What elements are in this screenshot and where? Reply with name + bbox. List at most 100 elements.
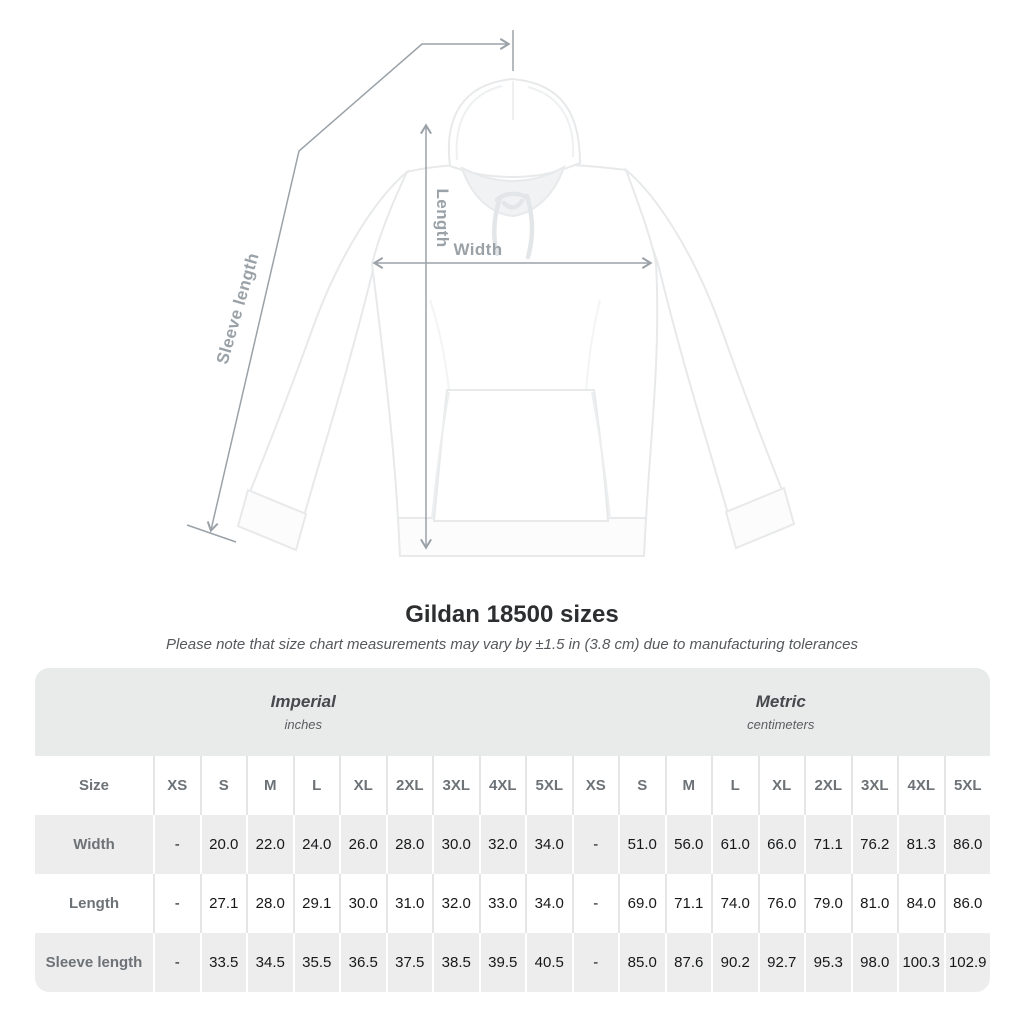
width-metric-s: 51.0 <box>618 815 665 874</box>
length-metric-s: 69.0 <box>618 874 665 933</box>
col-header-metric-l: L <box>711 756 758 815</box>
length-metric-xs: - <box>571 874 618 933</box>
width-imperial-l: 24.0 <box>292 815 339 874</box>
col-header-metric-5xl: 5XL <box>943 756 990 815</box>
col-header-imperial-5xl: 5XL <box>525 756 572 815</box>
width-metric-xl: 66.0 <box>757 815 804 874</box>
width-metric-5xl: 86.0 <box>943 815 990 874</box>
row-label-length: Length <box>35 874 153 933</box>
sleeve-bottom-tick <box>186 524 237 543</box>
page-subtitle: Please note that size chart measurements… <box>166 636 858 653</box>
metric-band-title: Metric <box>755 692 806 711</box>
col-header-metric-xl: XL <box>757 756 804 815</box>
sleeve-metric-5xl: 102.9 <box>943 933 990 992</box>
col-header-imperial-l: L <box>292 756 339 815</box>
title-block: Gildan 18500 sizes Please note that size… <box>0 601 1024 653</box>
width-imperial-xl: 26.0 <box>339 815 386 874</box>
width-imperial-5xl: 34.0 <box>525 815 572 874</box>
width-metric-xs: - <box>571 815 618 874</box>
col-header-imperial-m: M <box>246 756 293 815</box>
sleeve-metric-l: 90.2 <box>711 933 758 992</box>
width-imperial-4xl: 32.0 <box>478 815 525 874</box>
sleeve-metric-4xl: 100.3 <box>897 933 944 992</box>
sleeve-metric-s: 85.0 <box>618 933 665 992</box>
length-imperial-s: 27.1 <box>199 874 246 933</box>
col-header-imperial-s: S <box>199 756 246 815</box>
sleeve-imperial-xs: - <box>153 933 200 992</box>
col-header-imperial-xl: XL <box>339 756 386 815</box>
hoodie-hood <box>448 77 582 179</box>
col-header-metric-3xl: 3XL <box>850 756 897 815</box>
length-label: Length <box>433 188 452 247</box>
length-metric-l: 74.0 <box>711 874 758 933</box>
row-label-sleeve-length: Sleeve length <box>35 933 153 992</box>
width-label: Width <box>453 240 502 259</box>
width-metric-3xl: 76.2 <box>850 815 897 874</box>
length-imperial-3xl: 32.0 <box>432 874 479 933</box>
length-metric-5xl: 86.0 <box>943 874 990 933</box>
sleeve-imperial-s: 33.5 <box>199 933 246 992</box>
width-metric-m: 56.0 <box>664 815 711 874</box>
length-imperial-xl: 30.0 <box>339 874 386 933</box>
width-metric-l: 61.0 <box>711 815 758 874</box>
col-header-metric-s: S <box>618 756 665 815</box>
length-metric-xl: 76.0 <box>757 874 804 933</box>
length-metric-2xl: 79.0 <box>804 874 851 933</box>
length-imperial-4xl: 33.0 <box>478 874 525 933</box>
width-metric-2xl: 71.1 <box>804 815 851 874</box>
width-imperial-s: 20.0 <box>199 815 246 874</box>
length-metric-3xl: 81.0 <box>850 874 897 933</box>
imperial-band-unit: inches <box>284 717 323 732</box>
length-imperial-l: 29.1 <box>292 874 339 933</box>
sleeve-metric-xl: 92.7 <box>757 933 804 992</box>
row-label-width: Width <box>35 815 153 874</box>
hoodie-right-cuff <box>724 486 796 550</box>
length-imperial-xs: - <box>153 874 200 933</box>
hoodie-pocket-opening-right <box>591 391 611 520</box>
hoodie-illustration <box>236 77 796 557</box>
col-header-metric-m: M <box>664 756 711 815</box>
col-header-imperial-3xl: 3XL <box>432 756 479 815</box>
length-metric-4xl: 84.0 <box>897 874 944 933</box>
length-imperial-2xl: 31.0 <box>385 874 432 933</box>
sleeve-imperial-5xl: 40.5 <box>525 933 572 992</box>
width-imperial-m: 22.0 <box>246 815 293 874</box>
length-metric-m: 71.1 <box>664 874 711 933</box>
drawstring-right <box>524 193 535 260</box>
col-header-metric-4xl: 4XL <box>897 756 944 815</box>
hoodie-hem-band <box>396 517 648 557</box>
sleeve-metric-3xl: 98.0 <box>850 933 897 992</box>
sleeve-imperial-m: 34.5 <box>246 933 293 992</box>
width-imperial-2xl: 28.0 <box>385 815 432 874</box>
hoodie-right-sleeve <box>623 166 784 516</box>
col-header-metric-xs: XS <box>571 756 618 815</box>
sleeve-imperial-3xl: 38.5 <box>432 933 479 992</box>
col-header-imperial-2xl: 2XL <box>385 756 432 815</box>
imperial-band-title: Imperial <box>270 692 336 711</box>
sleeve-imperial-xl: 36.5 <box>339 933 386 992</box>
sleeve-metric-xs: - <box>571 933 618 992</box>
sleeve-imperial-4xl: 39.5 <box>478 933 525 992</box>
hoodie-hood-inner-right <box>527 86 575 158</box>
length-imperial-m: 28.0 <box>246 874 293 933</box>
sleeve-metric-2xl: 95.3 <box>804 933 851 992</box>
width-imperial-xs: - <box>153 815 200 874</box>
page-title: Gildan 18500 sizes <box>405 601 619 628</box>
width-metric-4xl: 81.3 <box>897 815 944 874</box>
width-imperial-3xl: 30.0 <box>432 815 479 874</box>
metric-band: Metric centimeters <box>571 668 990 756</box>
sleeve-length-line <box>206 38 511 533</box>
hoodie-size-diagram: Width Length Sleeve length <box>186 30 796 557</box>
sleeve-length-label: Sleeve length <box>213 251 263 367</box>
imperial-band: Imperial inches <box>35 668 572 756</box>
sleeve-imperial-2xl: 37.5 <box>385 933 432 992</box>
sleeve-metric-m: 87.6 <box>664 933 711 992</box>
size-column-header: Size <box>35 756 153 815</box>
size-table: Imperial inches Metric centimeters Size … <box>35 668 990 992</box>
col-header-imperial-4xl: 4XL <box>478 756 525 815</box>
col-header-imperial-xs: XS <box>153 756 200 815</box>
col-header-metric-2xl: 2XL <box>804 756 851 815</box>
sleeve-imperial-l: 35.5 <box>292 933 339 992</box>
length-imperial-5xl: 34.0 <box>525 874 572 933</box>
metric-band-unit: centimeters <box>747 717 815 732</box>
